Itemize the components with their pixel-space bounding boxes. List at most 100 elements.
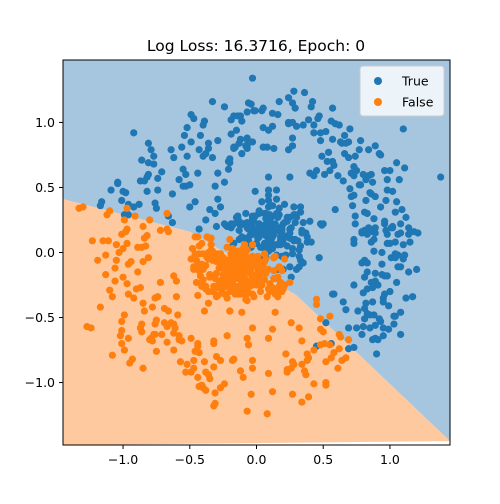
point-true (346, 125, 354, 133)
point-false (190, 356, 198, 365)
point-true (351, 212, 359, 220)
point-true (227, 130, 235, 138)
point-true (296, 203, 305, 211)
point-true (206, 205, 214, 214)
point-false (238, 308, 246, 316)
point-false (322, 358, 330, 366)
point-false (120, 346, 128, 354)
point-true (214, 169, 222, 177)
point-false (222, 268, 230, 276)
point-true (308, 98, 317, 106)
point-true (275, 98, 283, 106)
point-true (242, 209, 250, 218)
point-true (402, 294, 410, 302)
point-true (328, 290, 337, 298)
point-false (280, 281, 289, 289)
point-true (370, 247, 378, 255)
point-true (344, 153, 353, 162)
point-true (130, 203, 138, 211)
point-false (118, 317, 126, 326)
point-true (243, 134, 251, 142)
point-true (409, 293, 417, 301)
point-true (224, 165, 233, 173)
point-true (204, 144, 213, 153)
point-true (244, 99, 253, 107)
point-false (139, 364, 147, 372)
point-false (248, 364, 257, 372)
point-true (342, 306, 350, 314)
point-false (119, 273, 127, 281)
point-false (194, 291, 202, 300)
point-true (243, 218, 251, 227)
point-true (260, 239, 269, 247)
x-tick-label: −0.5 (175, 452, 205, 467)
point-true (312, 166, 321, 175)
point-true (316, 129, 325, 137)
point-false (163, 225, 171, 233)
x-tick-label: 0.0 (247, 452, 267, 467)
chart-title: Log Loss: 16.3716, Epoch: 0 (147, 37, 365, 55)
point-false (322, 381, 330, 389)
point-true (264, 196, 273, 205)
point-false (316, 325, 325, 333)
point-true (268, 202, 277, 210)
point-true (96, 202, 104, 210)
point-true (339, 298, 347, 306)
point-false (283, 368, 291, 376)
point-false (263, 410, 271, 418)
point-true (385, 325, 393, 333)
point-true (295, 246, 303, 254)
point-true (371, 142, 379, 150)
point-true (147, 146, 155, 154)
legend-marker-true (374, 77, 382, 85)
legend-marker-false (374, 98, 382, 106)
point-false (112, 256, 120, 264)
point-false (118, 326, 126, 335)
point-false (200, 307, 209, 315)
point-true (195, 225, 203, 233)
point-false (232, 282, 241, 290)
plot-area (63, 60, 450, 445)
point-true (363, 209, 371, 218)
point-false (104, 237, 112, 245)
point-true (180, 131, 189, 140)
point-true (276, 237, 285, 245)
point-true (358, 228, 366, 236)
y-tick-label: 1.0 (35, 115, 55, 130)
point-false (312, 300, 321, 309)
point-false (260, 250, 269, 258)
point-false (247, 277, 255, 285)
point-true (287, 224, 295, 232)
point-false (210, 363, 218, 371)
point-false (108, 351, 116, 359)
point-true (248, 138, 257, 146)
point-false (231, 290, 239, 298)
point-true (264, 126, 273, 134)
point-false (282, 350, 290, 358)
point-true (202, 216, 210, 224)
point-false (194, 233, 202, 241)
point-true (399, 125, 407, 133)
point-true (288, 250, 297, 258)
point-false (212, 293, 221, 301)
point-false (126, 359, 134, 367)
point-false (175, 332, 183, 340)
point-false (312, 295, 321, 303)
point-false (102, 271, 110, 279)
point-true (334, 172, 342, 180)
point-false (163, 209, 171, 218)
point-false (172, 293, 181, 301)
point-true (352, 324, 361, 332)
point-false (310, 380, 318, 388)
point-false (316, 315, 325, 323)
point-true (373, 350, 381, 358)
point-false (288, 358, 297, 366)
point-true (150, 152, 158, 160)
point-true (264, 173, 273, 181)
point-true (290, 203, 298, 211)
point-true (358, 330, 366, 339)
point-false (118, 339, 126, 348)
point-false (302, 371, 310, 379)
point-true (354, 307, 362, 315)
